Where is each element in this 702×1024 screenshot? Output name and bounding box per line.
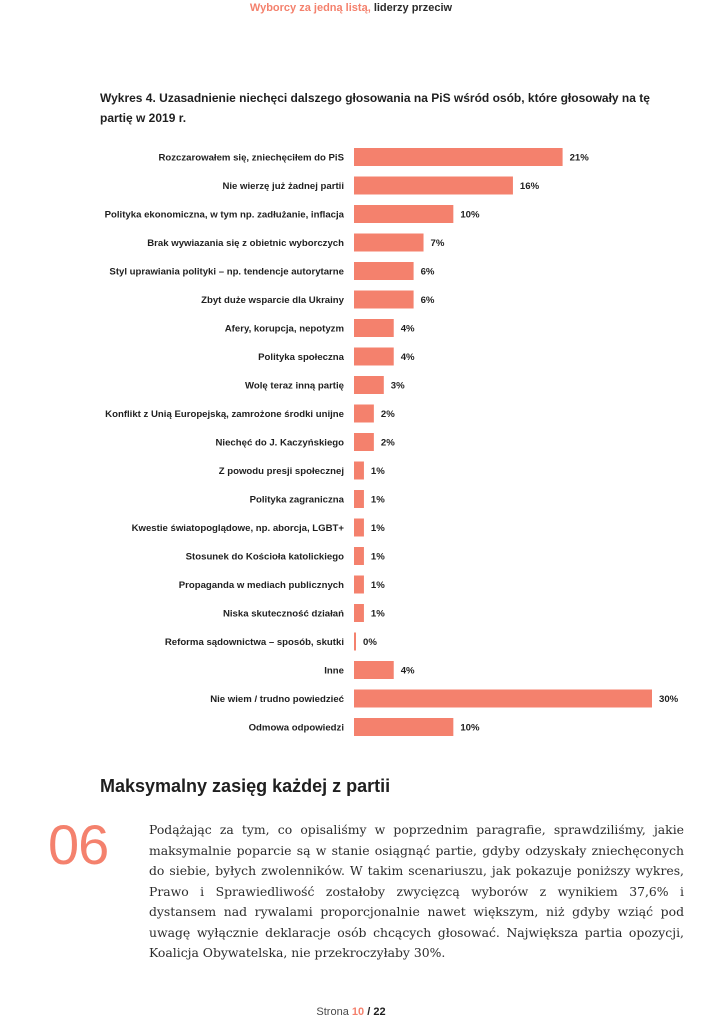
bar [354, 148, 563, 166]
footer-label: Strona [316, 1006, 349, 1018]
category-label: Styl uprawiania polityki – np. tendencje… [109, 267, 344, 278]
bar [354, 547, 364, 565]
bar [354, 376, 384, 394]
value-label: 0% [363, 637, 377, 648]
bar [354, 632, 356, 651]
category-label: Stosunek do Kościoła katolickiego [186, 552, 344, 563]
category-label: Polityka ekonomiczna, w tym np. zadłużan… [105, 210, 345, 221]
value-label: 30% [659, 694, 679, 705]
value-label: 1% [371, 495, 385, 506]
category-label: Brak wywiazania się z obietnic wyborczyc… [147, 238, 344, 249]
body-paragraph: Podążając za tym, co opisaliśmy w poprze… [149, 822, 684, 960]
value-label: 7% [431, 238, 445, 249]
value-label: 10% [460, 210, 480, 221]
value-label: 1% [371, 609, 385, 620]
category-label: Wolę teraz inną partię [245, 381, 344, 392]
value-label: 2% [381, 409, 395, 420]
footer-total-pages: 22 [373, 1006, 386, 1018]
bar [354, 319, 394, 337]
category-label: Propaganda w mediach publicznych [179, 580, 344, 591]
category-label: Kwestie światopoglądowe, np. aborcja, LG… [132, 523, 345, 534]
value-label: 10% [460, 723, 480, 734]
value-label: 6% [421, 267, 435, 278]
category-label: Afery, korupcja, nepotyzm [225, 324, 344, 335]
category-label: Polityka społeczna [258, 352, 345, 363]
value-label: 2% [381, 438, 395, 449]
bar [354, 490, 364, 508]
section-heading: Maksymalny zasięg każdej z partii [100, 776, 391, 796]
bar [354, 262, 414, 280]
value-label: 4% [401, 352, 415, 363]
category-label: Rozczarowałem się, zniechęciłem do PiS [158, 153, 344, 164]
category-label: Reforma sądownictwa – sposób, skutki [165, 637, 344, 648]
value-label: 1% [371, 523, 385, 534]
value-label: 4% [401, 666, 415, 677]
category-label: Nie wierzę już żadnej partii [222, 181, 344, 192]
category-label: Odmowa odpowiedzi [249, 723, 344, 734]
value-label: 1% [371, 552, 385, 563]
value-label: 16% [520, 181, 540, 192]
bar [354, 461, 364, 480]
bar [354, 518, 364, 537]
category-label: Niska skuteczność działań [223, 609, 344, 620]
running-header: Wyborcy za jedną listą, liderzy przeciw [0, 2, 702, 14]
category-label: Konflikt z Unią Europejską, zamrożone śr… [105, 409, 344, 420]
category-label: Polityka zagraniczna [250, 495, 345, 506]
section-number: 06 [48, 813, 109, 876]
bar [354, 404, 374, 423]
page-footer: Strona 10 / 22 [0, 1006, 702, 1018]
footer-separator: / [367, 1006, 371, 1018]
footer-page-number: 10 [351, 1006, 365, 1018]
category-label: Inne [324, 666, 344, 677]
bar [354, 689, 652, 708]
category-label: Zbyt duże wsparcie dla Ukrainy [201, 295, 345, 306]
value-label: 3% [391, 381, 405, 392]
value-label: 21% [570, 153, 590, 164]
bar [354, 290, 414, 309]
bar [354, 176, 513, 195]
bar [354, 661, 394, 679]
bar [354, 347, 394, 366]
chart-title: Wykres 4. Uzasadnienie niechęci dalszego… [100, 91, 650, 125]
bar [354, 575, 364, 594]
bar [354, 205, 454, 223]
category-label: Niechęć do J. Kaczyńskiego [216, 438, 345, 449]
bar [354, 718, 454, 736]
bar [354, 433, 374, 451]
header-dark-text: liderzy przeciw [373, 2, 453, 14]
header-accent-text: Wyborcy za jedną listą, [249, 2, 371, 14]
bar [354, 604, 364, 622]
bar [354, 233, 424, 252]
category-label: Z powodu presji społecznej [219, 466, 344, 477]
value-label: 1% [371, 466, 385, 477]
bar-chart: Rozczarowałem się, zniechęciłem do PiS 21… [105, 148, 679, 736]
value-label: 4% [401, 324, 415, 335]
value-label: 1% [371, 580, 385, 591]
value-label: 6% [421, 295, 435, 306]
category-label: Nie wiem / trudno powiedzieć [210, 694, 344, 705]
